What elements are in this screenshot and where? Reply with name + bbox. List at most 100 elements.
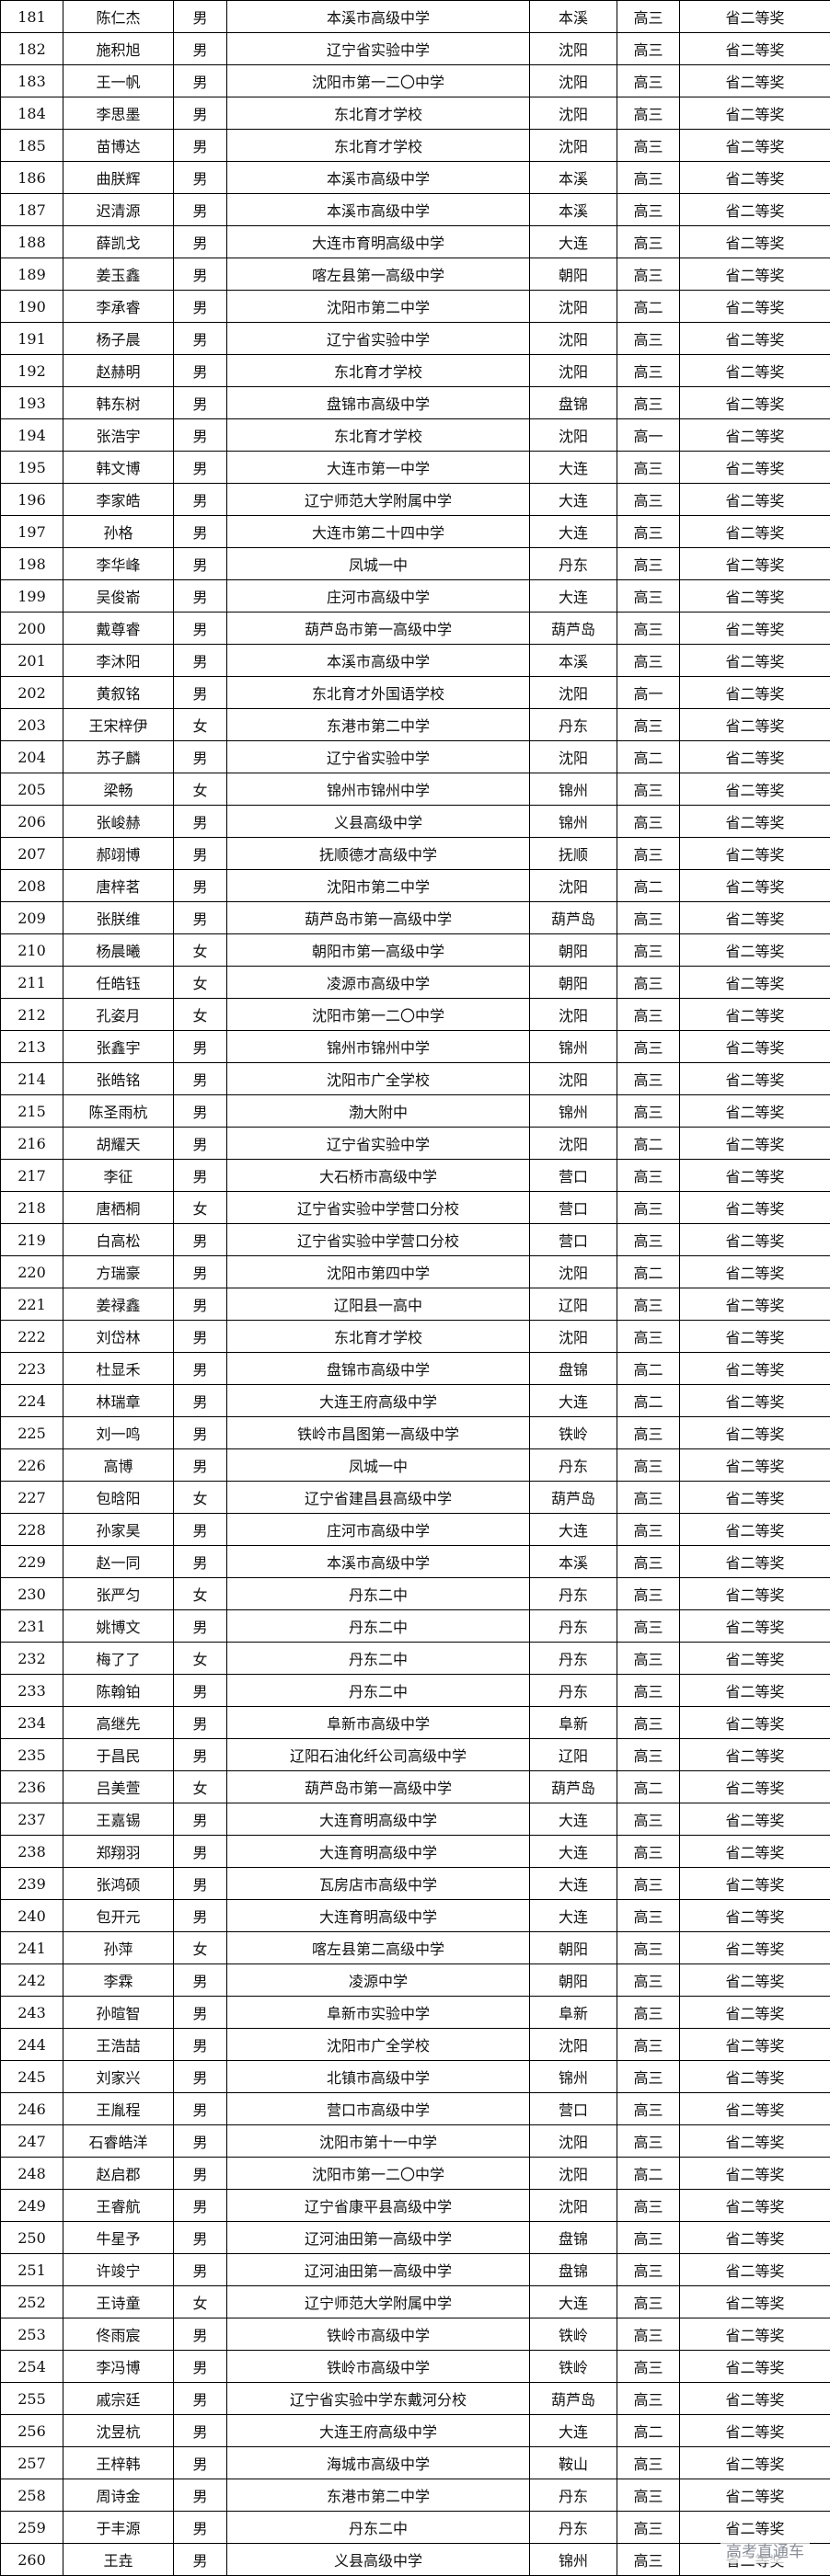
award-cell: 省二等奖 [679,1448,830,1482]
table-row: 223 杜显禾男盘锦市高级中学 盘锦 高二 省二等奖 [0,1352,830,1385]
table-row: 229 赵一同男本溪市高级中学 本溪 高三 省二等奖 [0,1545,830,1578]
table-row: 186 曲朕辉男本溪市高级中学 本溪 高三 省二等奖 [0,161,830,194]
city-cell: 沈阳 [529,1320,617,1353]
rank-cell: 182 [0,32,63,65]
city-cell: 营口 [529,2092,617,2125]
name-cell: 韩文博 [63,451,174,484]
gender-cell: 男 [173,1062,227,1095]
award-cell: 省二等奖 [679,386,830,419]
award-cell: 省二等奖 [679,1062,830,1095]
table-row: 204 苏子麟男辽宁省实验中学 沈阳 高二 省二等奖 [0,740,830,773]
grade-cell: 高三 [617,1609,680,1643]
school-cell: 辽宁省实验中学营口分校 [226,1223,530,1256]
name-cell: 戚宗廷 [63,2382,174,2415]
award-cell: 省二等奖 [679,1223,830,1256]
gender-cell: 男 [173,1416,227,1449]
table-row: 191 杨子晨男辽宁省实验中学 沈阳 高三 省二等奖 [0,322,830,355]
name-cell: 林瑞章 [63,1384,174,1417]
award-cell: 省二等奖 [679,1738,830,1771]
table-row: 252 王诗童女辽宁师范大学附属中学 大连 高三 省二等奖 [0,2285,830,2318]
name-cell: 陈翰铂 [63,1674,174,1707]
gender-cell: 男 [173,1867,227,1900]
table-row: 242 李霖男凌源中学 朝阳 高三 省二等奖 [0,1963,830,1997]
grade-cell: 高三 [617,1545,680,1578]
rank-cell: 230 [0,1577,63,1610]
school-cell: 喀左县第二高级中学 [226,1931,530,1964]
gender-cell: 女 [173,1642,227,1675]
name-cell: 王浩喆 [63,2028,174,2061]
school-cell: 本溪市高级中学 [226,644,530,677]
name-cell: 牛星予 [63,2221,174,2254]
city-cell: 大连 [529,515,617,548]
school-cell: 渤大附中 [226,1094,530,1128]
gender-cell: 男 [173,515,227,548]
name-cell: 陈圣雨杭 [63,1094,174,1128]
gender-cell: 男 [173,97,227,130]
name-cell: 黄叙铭 [63,676,174,709]
city-cell: 沈阳 [529,64,617,97]
city-cell: 营口 [529,1223,617,1256]
gender-cell: 男 [173,547,227,580]
table-row: 217 李征男大石桥市高级中学 营口 高三 省二等奖 [0,1159,830,1192]
school-cell: 沈阳市广全学校 [226,1062,530,1095]
rank-cell: 226 [0,1448,63,1482]
award-cell: 省二等奖 [679,0,830,33]
award-cell: 省二等奖 [679,2382,830,2415]
city-cell: 抚顺 [529,837,617,870]
gender-cell: 男 [173,1738,227,1771]
gender-cell: 男 [173,740,227,773]
school-cell: 辽宁省实验中学 [226,32,530,65]
school-cell: 本溪市高级中学 [226,193,530,226]
gender-cell: 男 [173,161,227,194]
name-cell: 佟雨宸 [63,2318,174,2351]
award-cell: 省二等奖 [679,1094,830,1128]
name-cell: 张峻赫 [63,805,174,838]
school-cell: 丹东二中 [226,1642,530,1675]
school-cell: 东港市第二中学 [226,708,530,741]
city-cell: 铁岭 [529,2318,617,2351]
gender-cell: 男 [173,1127,227,1160]
award-cell: 省二等奖 [679,1931,830,1964]
award-cell: 省二等奖 [679,97,830,130]
name-cell: 迟清源 [63,193,174,226]
gender-cell: 男 [173,258,227,291]
city-cell: 丹东 [529,1642,617,1675]
city-cell: 锦州 [529,805,617,838]
table-row: 230 张严匀女丹东二中 丹东 高三 省二等奖 [0,1577,830,1610]
rank-cell: 216 [0,1127,63,1160]
rank-cell: 240 [0,1899,63,1932]
school-cell: 营口市高级中学 [226,2092,530,2125]
table-row: 227 包晗阳女辽宁省建昌县高级中学 葫芦岛 高三 省二等奖 [0,1481,830,1514]
grade-cell: 高三 [617,2479,680,2512]
school-cell: 沈阳市第一二〇中学 [226,2157,530,2190]
school-cell: 朝阳市第一高级中学 [226,933,530,967]
rank-cell: 215 [0,1094,63,1128]
gender-cell: 女 [173,708,227,741]
grade-cell: 高三 [617,1094,680,1128]
city-cell: 本溪 [529,644,617,677]
rank-cell: 259 [0,2511,63,2544]
grade-cell: 高三 [617,193,680,226]
grade-cell: 高二 [617,290,680,323]
table-row: 244 王浩喆男沈阳市广全学校 沈阳 高三 省二等奖 [0,2028,830,2061]
grade-cell: 高三 [617,579,680,613]
award-cell: 省二等奖 [679,1770,830,1803]
award-cell: 省二等奖 [679,708,830,741]
rank-cell: 225 [0,1416,63,1449]
name-cell: 王宋梓伊 [63,708,174,741]
school-cell: 大连育明高级中学 [226,1899,530,1932]
grade-cell: 高三 [617,933,680,967]
school-cell: 海城市高级中学 [226,2446,530,2479]
table-row: 185 苗博达男东北育才学校 沈阳 高三 省二等奖 [0,129,830,162]
gender-cell: 男 [173,2092,227,2125]
rank-cell: 224 [0,1384,63,1417]
award-cell: 省二等奖 [679,1384,830,1417]
name-cell: 曲朕辉 [63,161,174,194]
gender-cell: 男 [173,2124,227,2158]
grade-cell: 高三 [617,515,680,548]
school-cell: 铁岭市昌图第一高级中学 [226,1416,530,1449]
city-cell: 沈阳 [529,2157,617,2190]
rank-cell: 231 [0,1609,63,1643]
name-cell: 梁畅 [63,773,174,806]
school-cell: 东北育才外国语学校 [226,676,530,709]
